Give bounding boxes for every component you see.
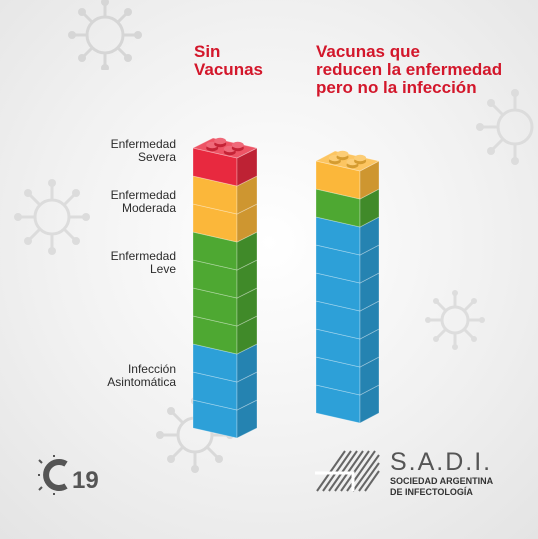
sadi-full-line: SOCIEDAD ARGENTINA [390,476,494,486]
virus-icon [68,0,142,70]
virus-icon [425,290,485,350]
level-label-line: Enfermedad [110,249,176,263]
heading-without-vaccines: Sin Vacunas [194,43,263,79]
stud-top [336,150,349,158]
block-green-right-face [236,315,258,355]
block-blue-right-face [236,343,258,383]
level-label-line: Moderada [121,201,176,215]
block-blue-right-face [359,300,380,340]
level-label-moderate: Enfermedad Moderada [60,189,176,215]
block-blue-right-face [236,399,258,439]
block-blue-right-face [359,328,380,368]
heading-line: Sin [194,42,221,61]
heading-line: Vacunas que [316,42,420,61]
heading-line: pero no la infección [316,78,477,97]
level-label-severe: Enfermedad Severa [60,138,176,164]
level-label-line: Asintomática [107,375,176,389]
level-label-line: Enfermedad [110,137,176,151]
sadi-logo-icon [315,450,380,492]
block-blue-right-face [236,371,258,411]
stud-top [231,141,244,149]
level-label-line: Infección [127,362,176,376]
sadi-name: S.A.D.I. [390,448,493,476]
block-blue-right-face [359,356,380,396]
level-label-line: Severa [137,150,176,164]
c19-logo: 19 [38,455,99,495]
level-label-line: Enfermedad [110,188,176,202]
block-green-right-face [236,287,258,327]
block-blue-right-face [359,384,380,424]
level-label-line: Leve [149,262,176,276]
sadi-full-name: SOCIEDAD ARGENTINA DE INFECTOLOGÍA [390,476,520,498]
virus-icon [476,89,534,165]
heading-with-vaccines: Vacunas que reducen la enfermedad pero n… [316,43,502,97]
virus-icon [14,179,90,255]
heading-line: Vacunas [194,60,263,79]
stud-top [354,154,367,162]
stud-top [214,137,227,145]
c19-text: 19 [72,467,99,494]
sadi-full-line: DE INFECTOLOGÍA [390,487,473,497]
level-label-mild: Enfermedad Leve [60,250,176,276]
block-blue-right-face [359,272,380,312]
level-label-asymptomatic: Infección Asintomática [60,363,176,389]
block-green-right-face [236,259,258,299]
heading-line: reducen la enfermedad [316,60,503,79]
